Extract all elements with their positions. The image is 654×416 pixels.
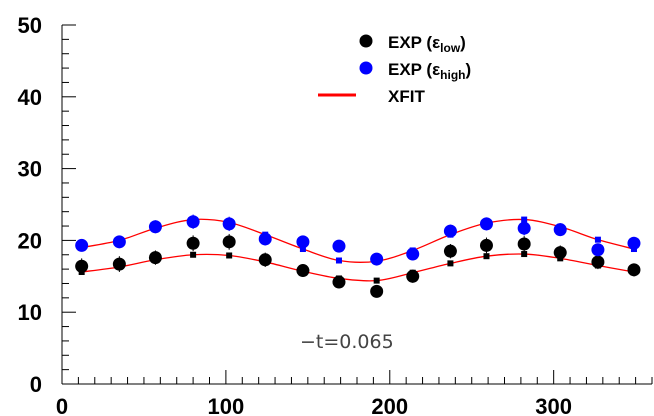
data-point-exp_high — [517, 221, 531, 235]
fit-curve-xfit_low — [81, 253, 635, 282]
x-tick-label: 200 — [371, 394, 408, 416]
y-tick-label: 0 — [30, 372, 42, 397]
data-point-exp_high — [296, 235, 310, 249]
fit-marker — [483, 253, 490, 260]
data-point-exp_low — [517, 237, 531, 251]
data-points — [75, 214, 641, 298]
data-point-exp_high — [406, 247, 420, 261]
y-tick-label: 50 — [18, 13, 42, 38]
data-point-exp_low — [553, 246, 567, 260]
legend-label-exp-high: EXP (εhigh) — [388, 60, 471, 82]
data-point-exp_high — [186, 215, 200, 229]
fit-marker — [521, 216, 528, 223]
data-point-exp_low — [479, 238, 493, 252]
x-tick-label: 100 — [208, 394, 245, 416]
t-annotation: −t=0.065 — [300, 331, 394, 353]
legend-marker-exp-low — [359, 34, 373, 48]
fit-marker — [190, 251, 197, 258]
y-tick-label: 30 — [18, 157, 42, 182]
legend: EXP (εlow) EXP (εhigh) XFIT — [318, 33, 471, 106]
data-point-exp_low — [406, 269, 420, 283]
data-point-exp_low — [148, 251, 162, 265]
x-tick-label: 300 — [535, 394, 572, 416]
data-point-exp_low — [258, 253, 272, 267]
data-point-exp_high — [627, 236, 641, 250]
data-point-exp_low — [296, 264, 310, 278]
fit-curves — [78, 216, 637, 284]
data-point-exp_low — [112, 257, 126, 271]
data-point-exp_high — [443, 224, 457, 238]
legend-marker-exp-high — [359, 61, 373, 75]
data-point-exp_high — [553, 223, 567, 237]
data-point-exp_high — [112, 235, 126, 249]
fit-marker — [447, 260, 454, 267]
data-point-exp_high — [332, 239, 346, 253]
data-point-exp_high — [258, 232, 272, 246]
data-point-exp_low — [591, 255, 605, 269]
data-point-exp_high — [222, 217, 236, 231]
data-point-exp_high — [370, 252, 384, 266]
data-point-exp_low — [443, 244, 457, 258]
y-tick-label: 20 — [18, 228, 42, 253]
fit-marker — [335, 257, 342, 264]
fit-marker — [226, 252, 233, 259]
data-point-exp_high — [148, 220, 162, 234]
fit-marker — [521, 251, 528, 258]
data-point-exp_low — [627, 263, 641, 277]
data-point-exp_high — [75, 238, 89, 252]
y-tick-label: 40 — [18, 85, 42, 110]
x-tick-label: 0 — [56, 394, 68, 416]
fit-marker — [373, 277, 380, 284]
y-tick-label: 10 — [18, 300, 42, 325]
fit-curve-xfit_high — [81, 218, 635, 263]
legend-label-xfit: XFIT — [388, 87, 425, 106]
data-point-exp_low — [222, 235, 236, 249]
data-point-exp_high — [591, 243, 605, 257]
data-point-exp_low — [332, 275, 346, 289]
fit-marker — [594, 236, 601, 243]
fit-marker — [299, 246, 306, 253]
data-point-exp_low — [370, 284, 384, 298]
data-point-exp_low — [75, 259, 89, 273]
axes: 0 100 200 300 0 10 20 30 40 50 — [18, 13, 653, 416]
data-point-exp_low — [186, 236, 200, 250]
legend-label-exp-low: EXP (εlow) — [388, 33, 466, 55]
data-point-exp_high — [479, 217, 493, 231]
